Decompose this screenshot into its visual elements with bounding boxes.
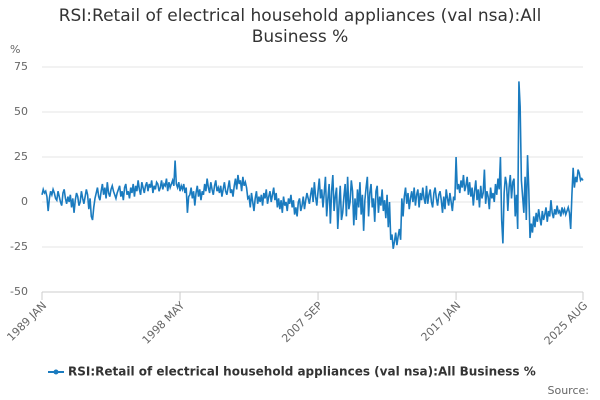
x-tick-label: 1989 JAN	[4, 299, 49, 344]
y-tick-label: -25	[10, 240, 28, 253]
x-tick-label: 1998 MAY	[140, 299, 188, 347]
y-tick-label: -50	[10, 285, 28, 298]
y-tick-label: 0	[21, 195, 28, 208]
chart-title: RSI:Retail of electrical household appli…	[58, 6, 542, 47]
y-tick-label: 50	[14, 105, 28, 118]
x-tick-label: 2025 AUG	[542, 299, 591, 348]
x-tick-label: 2017 JAN	[419, 299, 464, 344]
legend-label: RSI:Retail of electrical household appli…	[68, 365, 536, 379]
x-tick-label: 2007 SEP	[279, 299, 325, 345]
y-tick-label: 25	[14, 150, 28, 163]
series-line	[41, 81, 584, 249]
source: Source:	[548, 384, 590, 397]
y-axis-label: %	[10, 43, 20, 56]
legend-marker	[53, 369, 59, 375]
y-tick-label: 75	[14, 60, 28, 73]
